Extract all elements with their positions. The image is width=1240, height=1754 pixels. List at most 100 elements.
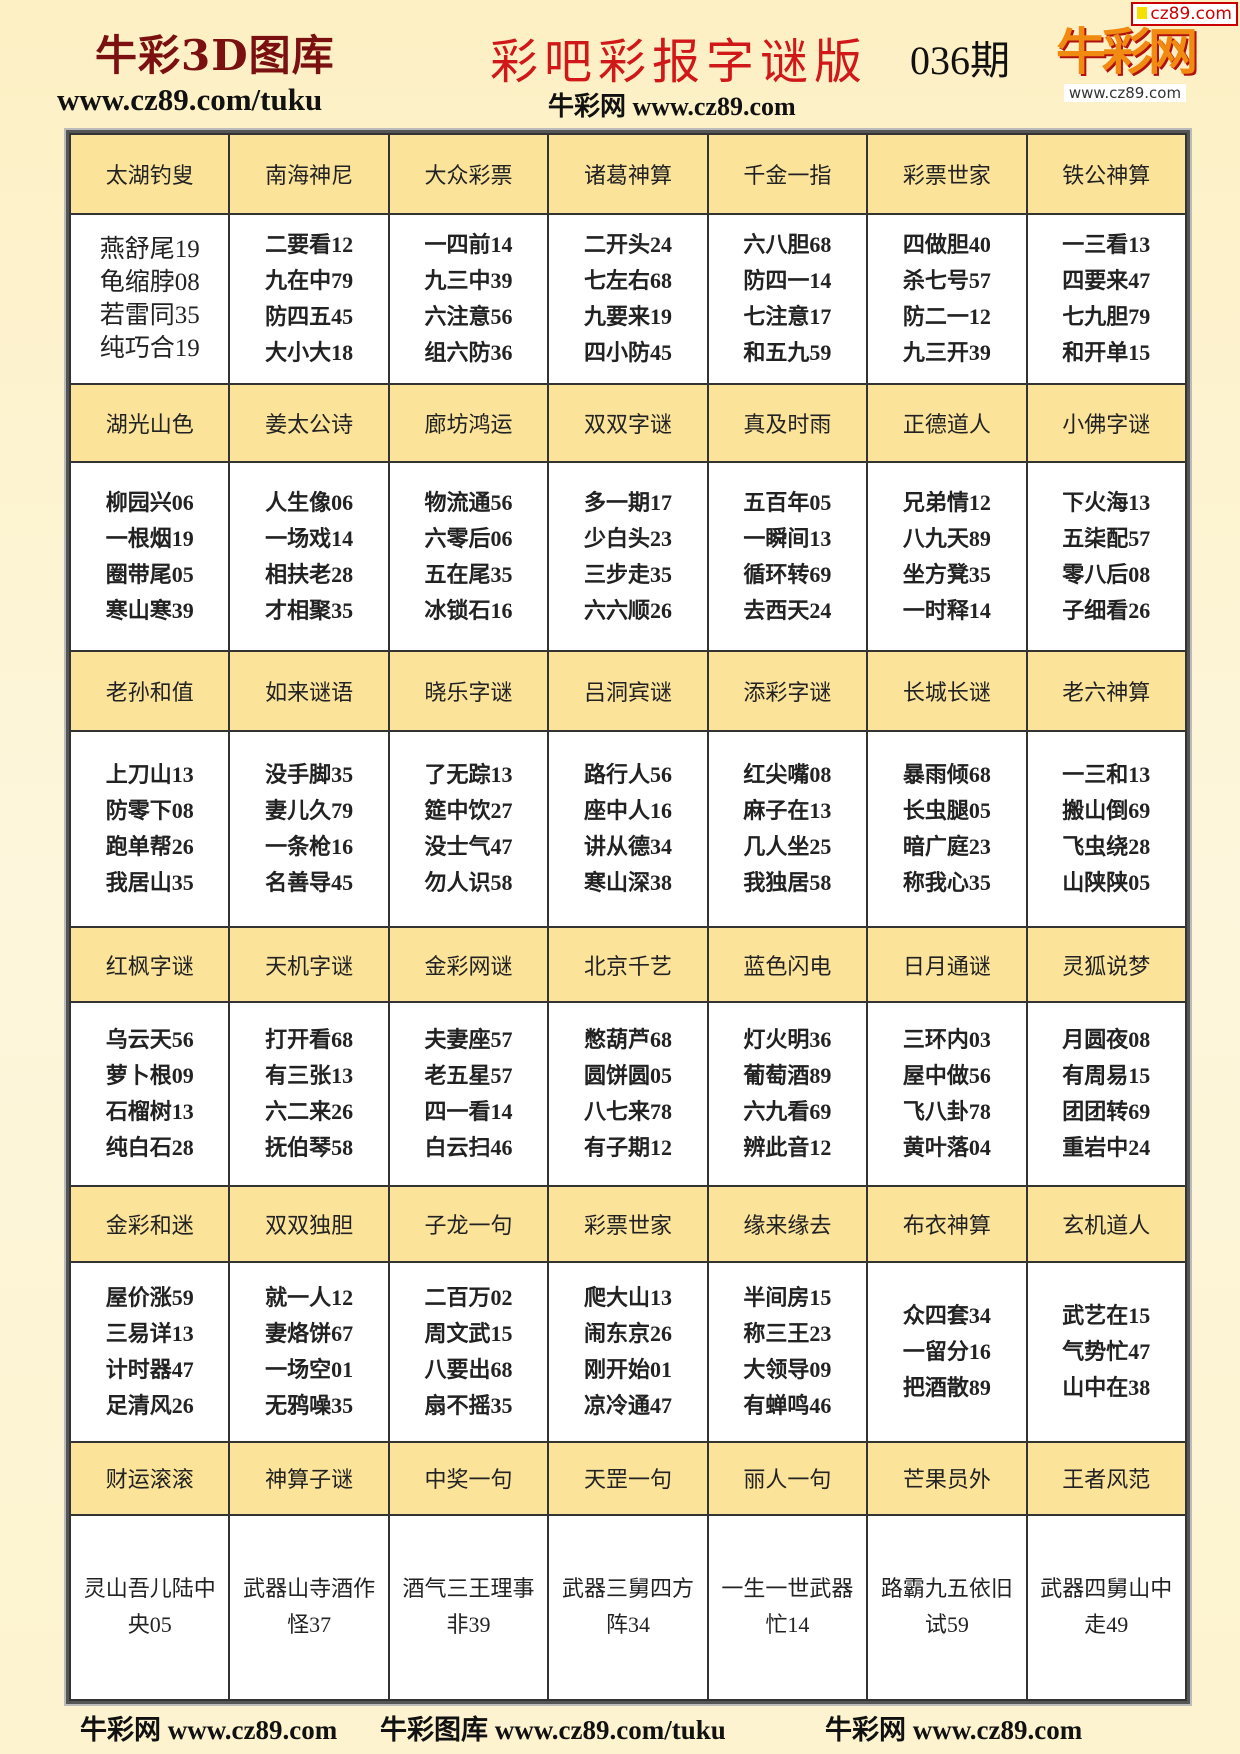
- riddle-line: 六九看69: [743, 1099, 832, 1125]
- header-row: 金彩和迷 双双独胆 子龙一句 彩票世家 缘来缘去 布衣神算 玄机道人: [68, 1185, 1188, 1264]
- logo-text: 牛彩网: [1056, 23, 1198, 81]
- riddle-cell: 没手脚35 妻儿久79 一条枪16 名善导45: [228, 729, 390, 928]
- riddle-line: 没手脚35: [265, 761, 354, 787]
- riddle-line: 路行人56: [583, 761, 672, 787]
- expert-name: 玄机道人: [1025, 1185, 1188, 1264]
- riddle-cell: 夫妻座57 老五星57 四一看14 白云扫46: [387, 1001, 550, 1188]
- riddle-line: 一四前14: [424, 232, 513, 258]
- riddle-line: 六六顺26: [583, 597, 672, 623]
- footer-link-middle[interactable]: 牛彩图库 www.cz89.com/tuku: [380, 1715, 726, 1745]
- riddle-line: 打开看68: [265, 1027, 354, 1053]
- riddle-line: 一根烟19: [105, 525, 194, 551]
- expert-name: 双双独胆: [228, 1185, 390, 1264]
- expert-name: 财运滚滚: [68, 1440, 231, 1516]
- riddle-cell: 暴雨倾68 长虫腿05 暗广庭23 称我心35: [866, 729, 1028, 928]
- riddle-line: 就一人12: [265, 1285, 354, 1310]
- riddle-line: 九要来19: [583, 304, 672, 330]
- riddle-cell: 路霸九五依旧 试59: [866, 1513, 1028, 1702]
- expert-name: 真及时雨: [706, 383, 869, 464]
- expert-name: 湖光山色: [68, 383, 231, 464]
- riddle-line: 六注意56: [424, 304, 513, 330]
- riddle-line: 六二来26: [265, 1099, 354, 1125]
- riddle-line: 葡萄酒89: [743, 1063, 832, 1089]
- expert-name: 廊坊鸿运: [387, 383, 550, 464]
- riddle-line: 有周易15: [1062, 1063, 1151, 1089]
- riddle-line: 零八后08: [1062, 561, 1151, 587]
- riddle-line: 去西天24: [743, 597, 832, 623]
- riddle-line: 九三中39: [424, 268, 513, 294]
- riddle-cell: 燕舒尾19 龟缩脖08 若雷同35 纯巧合19: [68, 213, 231, 386]
- riddle-line: 周文武15: [424, 1321, 513, 1346]
- riddle-line: 白云扫46: [424, 1135, 513, 1161]
- riddle-cell: 上刀山13 防零下08 跑单帮26 我居山35: [68, 729, 231, 928]
- riddle-line: 山陕陕05: [1062, 869, 1151, 895]
- riddle-line: 一留分16: [902, 1339, 991, 1364]
- riddle-line: 武器四舅山中: [1040, 1576, 1173, 1602]
- riddle-line: 圈带尾05: [105, 561, 194, 587]
- riddle-line: 闹东京26: [583, 1321, 672, 1346]
- riddle-line: 四一看14: [424, 1099, 513, 1125]
- riddle-cell: 一三看13 四要来47 七九胆79 和开单15: [1025, 213, 1188, 386]
- footer-link-left[interactable]: 牛彩网 www.cz89.com: [80, 1715, 338, 1745]
- riddle-cell: 武器山寺酒作 怪37: [228, 1513, 390, 1702]
- riddle-line: 非39: [446, 1612, 491, 1638]
- riddle-line: 三环内03: [902, 1027, 991, 1053]
- riddle-cell: 路行人56 座中人16 讲从德34 寒山深38: [547, 729, 709, 928]
- expert-name: 金彩和迷: [68, 1185, 231, 1264]
- riddle-line: 暴雨倾68: [902, 761, 991, 787]
- riddle-line: 怪37: [287, 1612, 332, 1638]
- expert-name: 正德道人: [866, 383, 1028, 464]
- riddle-line: 五在尾35: [424, 561, 513, 587]
- riddle-line: 麻子在13: [743, 797, 832, 823]
- riddle-line: 燕舒尾19: [99, 236, 200, 264]
- riddle-line: 飞八卦78: [902, 1099, 991, 1125]
- expert-name: 南海神尼: [228, 132, 390, 216]
- riddle-cell: 屋价涨59 三易详13 计时器47 足清风26: [68, 1261, 231, 1443]
- riddle-line: 名善导45: [265, 869, 354, 895]
- riddle-line: 杀七号57: [902, 268, 991, 294]
- riddle-line: 飞虫绕28: [1062, 833, 1151, 859]
- riddle-line: 寒山深38: [583, 869, 672, 895]
- site-url[interactable]: 牛彩网 www.cz89.com: [548, 92, 796, 121]
- riddle-cell: 二开头24 七左右68 九要来19 四小防45: [547, 213, 709, 386]
- riddle-line: 讲从德34: [583, 833, 672, 859]
- riddle-line: 坐方凳35: [902, 561, 991, 587]
- riddle-line: 大领导09: [743, 1357, 832, 1382]
- corner-badge[interactable]: cz89.com: [1131, 2, 1238, 26]
- riddle-line: 勿人识58: [424, 869, 513, 895]
- expert-name: 添彩字谜: [706, 649, 869, 732]
- expert-name: 老孙和值: [68, 649, 231, 732]
- corner-badge-text: cz89.com: [1150, 4, 1232, 24]
- riddle-line: 四做胆40: [902, 232, 991, 258]
- riddle-line: 八七来78: [583, 1099, 672, 1125]
- data-row: 上刀山13 防零下08 跑单帮26 我居山35 没手脚35 妻儿久79 一条枪16 名善导45…: [68, 729, 1188, 928]
- expert-name: 布衣神算: [866, 1185, 1028, 1264]
- riddle-cell: 六八胆68 防四一14 七注意17 和五九59: [706, 213, 869, 386]
- brand-url[interactable]: www.cz89.com/tuku: [57, 82, 323, 117]
- expert-name: 金彩网谜: [387, 925, 550, 1004]
- riddle-line: 乌云天56: [105, 1027, 194, 1053]
- brand-title: 牛彩3D图库: [95, 31, 335, 80]
- riddle-line: 三步走35: [583, 561, 672, 587]
- riddle-line: 跑单帮26: [105, 833, 194, 859]
- riddle-line: 妻烙饼67: [265, 1321, 354, 1346]
- riddle-line: 三易详13: [105, 1321, 194, 1346]
- header-row: 红枫字谜 天机字谜 金彩网谜 北京千艺 蓝色闪电 日月通谜 灵狐说梦: [68, 925, 1188, 1004]
- riddle-line: 寒山寒39: [105, 597, 194, 623]
- riddle-line: 月圆夜08: [1062, 1027, 1151, 1053]
- footer-link-right[interactable]: 牛彩网 www.cz89.com: [825, 1715, 1083, 1745]
- expert-name: 老六神算: [1025, 649, 1188, 732]
- riddle-line: 妻儿久79: [265, 797, 354, 823]
- riddle-line: 称三王23: [743, 1321, 832, 1346]
- expert-name: 姜太公诗: [228, 383, 390, 464]
- riddle-line: 相扶老28: [265, 561, 354, 587]
- riddle-line: 众四套34: [902, 1303, 991, 1328]
- riddle-line: 一场戏14: [265, 525, 354, 551]
- riddle-line: 路霸九五依旧: [880, 1576, 1013, 1602]
- expert-name: 子龙一句: [387, 1185, 550, 1264]
- riddle-cell: 四做胆40 杀七号57 防二一12 九三开39: [866, 213, 1028, 386]
- riddle-line: 屋价涨59: [105, 1285, 194, 1310]
- riddle-line: 走49: [1084, 1612, 1129, 1638]
- riddle-line: 凉冷通47: [583, 1393, 672, 1418]
- riddle-cell: 爬大山13 闹东京26 刚开始01 凉冷通47: [547, 1261, 709, 1443]
